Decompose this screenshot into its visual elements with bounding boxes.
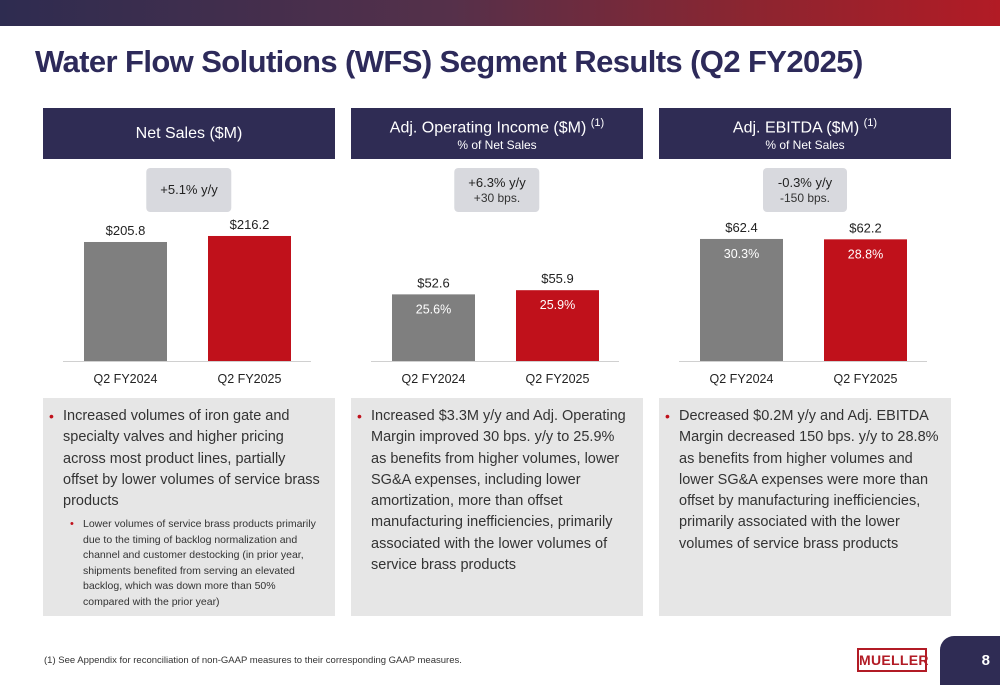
page-number: 8 xyxy=(981,652,990,669)
net-sales-panel: Net Sales ($M) +5.1% y/y $205.8 Q2 FY2024… xyxy=(43,108,335,386)
yoy-change: +5.1% y/y xyxy=(160,182,218,197)
margin-change: -150 bps. xyxy=(779,190,831,205)
net-sales-commentary: Increased volumes of iron gate and speci… xyxy=(43,398,335,616)
panel-header-title: Adj. EBITDA ($M) (1) xyxy=(732,116,878,137)
mueller-logo: MUELLER xyxy=(857,648,928,672)
commentary-bullet: Increased volumes of iron gate and speci… xyxy=(49,406,323,512)
bar-value-label: $55.9 xyxy=(541,271,574,286)
footnote-marker: (1) xyxy=(590,116,605,129)
panel-header-title: Adj. Operating Income ($M) (1) xyxy=(389,116,605,137)
bar-prior-year xyxy=(84,241,167,361)
bar-value-label: $62.2 xyxy=(849,220,882,235)
yoy-change: -0.3% y/y xyxy=(777,174,833,190)
bar-prior-year xyxy=(392,294,475,361)
bar-margin-label: 25.9% xyxy=(540,298,575,312)
bar-value-label: $62.4 xyxy=(725,220,758,235)
commentary-sub-bullet: Lower volumes of service brass products … xyxy=(70,517,323,610)
adj-operating-income-bar-chart: $52.6 25.6% Q2 FY2024 $55.9 25.9% Q2 FY2025 xyxy=(371,271,619,386)
adj-operating-income-commentary: Increased $3.3M y/y and Adj. Operating M… xyxy=(351,398,643,616)
bar-value-label: $216.2 xyxy=(230,217,270,232)
net-sales-bar-chart: $205.8 Q2 FY2024 $216.2 Q2 FY2025 xyxy=(63,217,311,386)
bar-current-year xyxy=(516,290,599,361)
adj-ebitda-commentary: Decreased $0.2M y/y and Adj. EBITDA Marg… xyxy=(659,398,951,616)
category-label: Q2 FY2024 xyxy=(710,372,774,386)
bar-current-year xyxy=(824,239,907,361)
adj-ebitda-bar-chart: $62.4 30.3% Q2 FY2024 $62.2 28.8% Q2 FY2025 xyxy=(679,220,927,386)
category-label: Q2 FY2025 xyxy=(834,372,898,386)
page-number-tab: 8 xyxy=(940,636,1000,685)
adj-ebitda-panel: Adj. EBITDA ($M) (1) % of Net Sales -0.3… xyxy=(659,108,951,386)
margin-change: +30 bps. xyxy=(473,190,521,205)
bar-margin-label: 28.8% xyxy=(848,247,883,261)
panel-header: Adj. EBITDA ($M) (1) % of Net Sales xyxy=(659,108,951,159)
footnote: (1) See Appendix for reconciliation of n… xyxy=(44,655,462,666)
page-title: Water Flow Solutions (WFS) Segment Resul… xyxy=(35,44,863,79)
bar-value-label: $205.8 xyxy=(106,223,146,238)
panel-header-title: Net Sales ($M) xyxy=(135,125,243,142)
category-label: Q2 FY2024 xyxy=(94,372,158,386)
panel-header: Adj. Operating Income ($M) (1) % of Net … xyxy=(351,108,643,159)
yoy-change-box: +6.3% y/y +30 bps. xyxy=(454,168,540,212)
panel-header-subtitle: % of Net Sales xyxy=(765,138,845,153)
footnote-marker: (1) xyxy=(863,116,878,129)
bar-current-year xyxy=(208,235,291,361)
yoy-change-box: +5.1% y/y xyxy=(146,168,232,212)
adj-operating-income-panel: Adj. Operating Income ($M) (1) % of Net … xyxy=(351,108,643,386)
category-label: Q2 FY2024 xyxy=(402,372,466,386)
yoy-change-box: -0.3% y/y -150 bps. xyxy=(763,168,847,212)
bar-prior-year xyxy=(700,238,783,361)
bar-value-label: $52.6 xyxy=(417,275,450,290)
panel-header-subtitle: % of Net Sales xyxy=(457,138,537,153)
category-label: Q2 FY2025 xyxy=(218,372,282,386)
category-label: Q2 FY2025 xyxy=(526,372,590,386)
top-accent-band xyxy=(0,0,1000,26)
bar-margin-label: 30.3% xyxy=(724,247,759,261)
commentary-bullet: Decreased $0.2M y/y and Adj. EBITDA Marg… xyxy=(665,406,939,555)
panel-header: Net Sales ($M) xyxy=(43,108,335,159)
commentary-bullet: Increased $3.3M y/y and Adj. Operating M… xyxy=(357,406,631,576)
yoy-change: +6.3% y/y xyxy=(468,174,526,190)
bar-margin-label: 25.6% xyxy=(416,302,451,316)
